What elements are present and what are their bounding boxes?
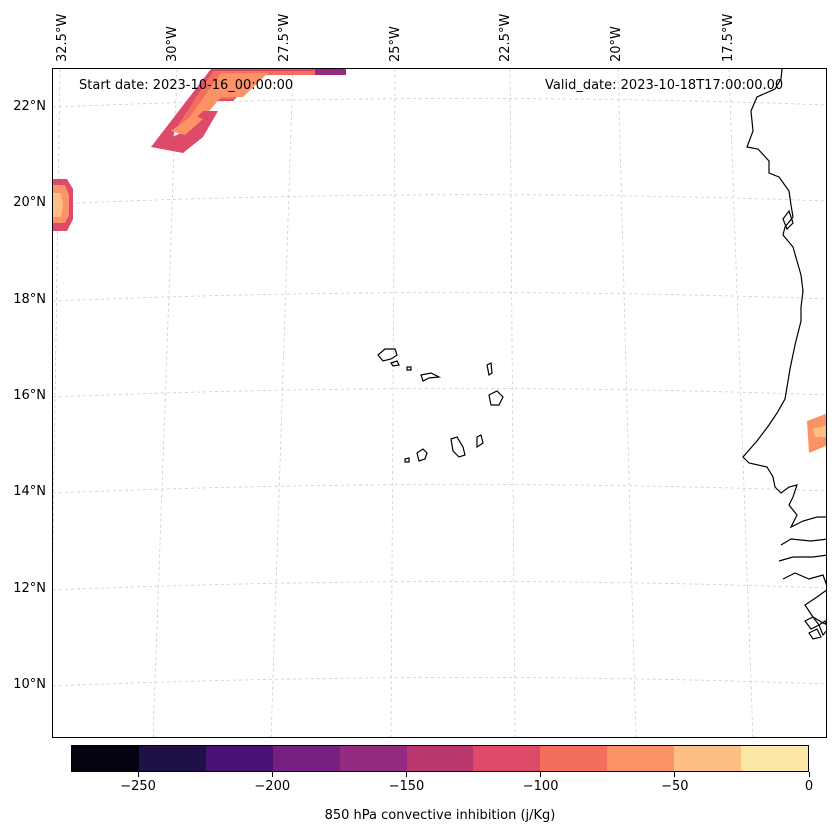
colorbar-label: 850 hPa convective inhibition (j/Kg) (324, 808, 556, 823)
island-santiago (450, 436, 466, 458)
meridian-20 (617, 69, 637, 737)
colorbar-swatch (72, 746, 139, 771)
colorbar-swatch (674, 746, 742, 771)
lon-label-20w: 20°W (609, 26, 624, 62)
colorbar-tick-label: −250 (120, 779, 156, 794)
lat-label-12n: 12°N (13, 581, 46, 596)
cin-area-nw-blob-inner (171, 115, 203, 135)
colorbar-tick-label: 0 (804, 779, 814, 794)
parallel-16 (53, 388, 826, 398)
meridian-22-5 (509, 69, 516, 737)
colorbar-swatch (473, 746, 541, 771)
colorbar-tick-label: −50 (661, 779, 689, 794)
map-frame[interactable] (52, 68, 827, 738)
colorbar-tick-mark (137, 772, 139, 777)
colorbar-tick-label: −150 (388, 779, 425, 794)
island-brava (404, 457, 410, 463)
lon-label-22-5w: 22.5°W (498, 13, 513, 62)
colorbar-swatch (607, 746, 675, 771)
colorbar (71, 745, 809, 772)
parallel-12 (53, 581, 826, 591)
meridian-27-5 (270, 69, 294, 737)
island-sao-vicente (390, 360, 400, 367)
parallel-14 (53, 484, 826, 494)
colorbar-tick-mark (540, 772, 542, 777)
meridian-17-5 (728, 69, 754, 737)
parallel-22 (53, 98, 826, 108)
parallel-20 (53, 194, 826, 205)
colorbar-tick-mark (271, 772, 273, 777)
colorbar-swatch (138, 746, 206, 771)
colorbar-swatch (406, 746, 474, 771)
meridian-30 (152, 69, 178, 737)
cin-area-top-orange (187, 73, 268, 121)
colorbar-swatch (205, 746, 273, 771)
island-santo-antao (377, 348, 398, 362)
island-maio (476, 434, 484, 449)
lon-label-17-5w: 17.5°W (721, 13, 736, 62)
africa-guinea-bissau (782, 572, 826, 625)
island-sao-nicolau (420, 372, 442, 382)
africa-cape-detail (782, 209, 794, 231)
island-fogo (416, 448, 428, 462)
meridian-25 (390, 69, 396, 737)
lat-label-16n: 16°N (13, 388, 46, 403)
island-santa-luzia (406, 366, 412, 371)
island-sal (486, 362, 493, 376)
cin-contours (53, 69, 826, 453)
lon-label-32-5w: 32.5°W (55, 13, 70, 62)
africa-west-coast (742, 69, 826, 529)
lat-label-22n: 22°N (13, 99, 46, 114)
colorbar-tick-mark (405, 772, 407, 777)
valid-date-label: Valid_date: 2023-10-18T17:00:00.00 (545, 78, 784, 93)
colorbar-tick-label: −200 (254, 779, 291, 794)
colorbar-swatch (540, 746, 608, 771)
lat-label-10n: 10°N (13, 677, 46, 692)
lat-label-18n: 18°N (13, 292, 46, 307)
cin-area-top-strip (151, 69, 346, 147)
cin-area-top-purple (315, 69, 346, 75)
bijagos-islands (804, 616, 826, 640)
colorbar-swatch (272, 746, 340, 771)
lon-label-25w: 25°W (388, 26, 403, 62)
africa-gambia-river (780, 538, 826, 546)
lat-label-20n: 20°N (13, 195, 46, 210)
lon-label-27-5w: 27.5°W (277, 13, 292, 62)
cin-area-west-edge-core (53, 193, 63, 217)
parallel-18 (53, 292, 826, 302)
lat-label-14n: 14°N (13, 484, 46, 499)
start-date-label: Start date: 2023-10-16_00:00:00 (79, 78, 294, 93)
parallel-10 (53, 677, 826, 687)
colorbar-tick-mark (808, 772, 810, 777)
island-boa-vista (488, 390, 504, 406)
africa-casamance (778, 554, 826, 562)
meridian-32-5 (53, 69, 61, 565)
colorbar-swatch (741, 746, 808, 771)
coastlines (377, 69, 826, 640)
lon-label-30w: 30°W (165, 26, 180, 62)
colorbar-tick-mark (674, 772, 676, 777)
gridlines (53, 69, 826, 737)
map-canvas[interactable] (53, 69, 827, 738)
colorbar-swatch (339, 746, 407, 771)
colorbar-tick-label: −100 (522, 779, 559, 794)
cin-area-east-edge-core (813, 425, 826, 437)
